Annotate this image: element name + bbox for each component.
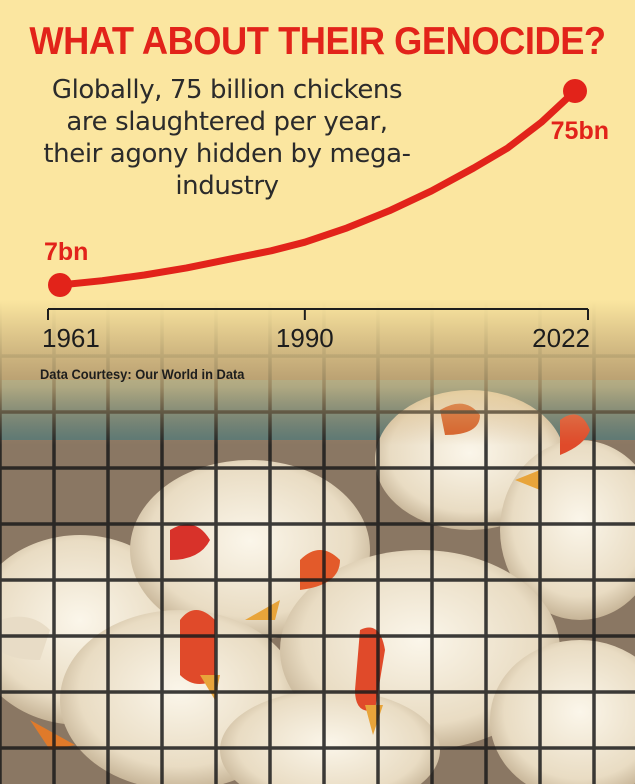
series-line [56, 87, 579, 289]
subtitle: Globally, 75 billion chickens are slaugh… [22, 74, 432, 202]
subtitle-line: are slaughtered per year, [66, 107, 388, 137]
caged-chickens-photo [0, 300, 635, 784]
start-value-label: 7bn [44, 238, 88, 266]
subtitle-line: Globally, 75 billion chickens [51, 75, 403, 105]
x-tick-label: 1990 [276, 323, 334, 353]
source-credit: Data Courtesy: Our World in Data [40, 366, 245, 382]
headline: WHAT ABOUT THEIR GENOCIDE? [29, 20, 606, 63]
x-tick-label: 1961 [42, 323, 100, 353]
line-chart: 1961 1990 2022 7bn 75bn [42, 79, 609, 353]
subtitle-line: their agony hidden by mega- [43, 139, 411, 169]
subtitle-line: industry [175, 171, 279, 201]
start-point [48, 273, 72, 297]
end-point [563, 79, 587, 103]
x-tick-label: 2022 [532, 323, 590, 353]
end-value-label: 75bn [551, 117, 609, 145]
